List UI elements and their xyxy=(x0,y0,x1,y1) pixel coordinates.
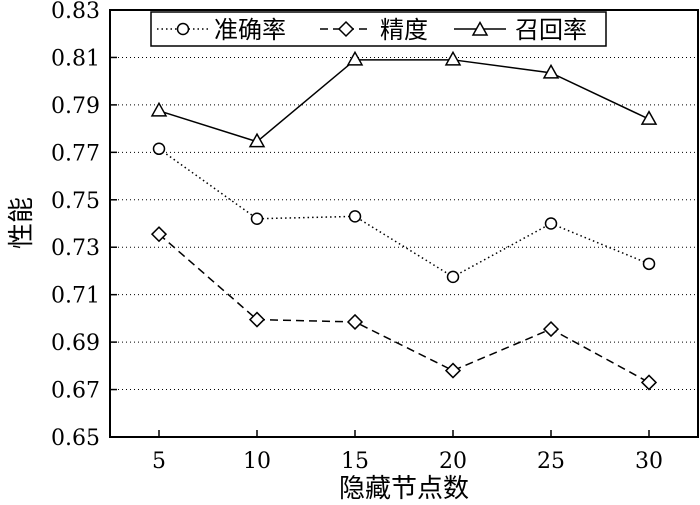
legend-item-precision: 精度 xyxy=(320,16,428,44)
data-point-triangle xyxy=(444,50,462,66)
y-tick-label: 0.77 xyxy=(51,141,100,166)
data-point-diamond xyxy=(640,374,658,391)
data-point-triangle xyxy=(346,50,364,66)
y-axis-label: 性能 xyxy=(7,197,37,249)
data-point-triangle xyxy=(150,101,168,117)
data-point-diamond xyxy=(444,362,462,379)
x-tick-label: 20 xyxy=(439,449,467,474)
y-tick-label: 0.65 xyxy=(51,426,100,451)
grid-lines xyxy=(110,56,698,391)
plot-area xyxy=(109,9,699,438)
data-point-circle xyxy=(250,212,264,226)
diamond-marker xyxy=(337,20,355,38)
data-point-diamond xyxy=(248,311,266,328)
y-tick-label: 0.83 xyxy=(51,0,100,24)
y-tick-label: 0.67 xyxy=(51,379,100,404)
x-tick-label: 30 xyxy=(635,449,663,474)
data-point-circle xyxy=(642,257,656,271)
y-tick-label: 0.75 xyxy=(51,189,100,214)
data-point-triangle xyxy=(640,110,658,125)
legend-label-precision: 精度 xyxy=(380,16,428,44)
y-tick-label: 0.79 xyxy=(51,94,100,119)
y-tick-label: 0.73 xyxy=(51,236,100,261)
legend: 准确率 精度 召回率 xyxy=(150,11,607,47)
series-line-1 xyxy=(158,148,650,278)
series-line-3 xyxy=(158,59,650,143)
legend-box xyxy=(150,11,607,47)
data-point-diamond xyxy=(346,313,364,331)
circle-marker xyxy=(176,22,190,36)
triangle-marker xyxy=(471,20,489,36)
x-tick-label: 15 xyxy=(341,449,369,474)
x-tick-label: 5 xyxy=(152,449,166,474)
legend-label-recall: 召回率 xyxy=(515,16,587,44)
x-axis-label: 隐藏节点数 xyxy=(339,474,469,504)
data-point-triangle xyxy=(542,63,560,79)
data-point-circle xyxy=(544,217,558,230)
y-tick-label: 0.71 xyxy=(51,284,100,309)
x-axis-ticks: 5 10 15 20 25 30 xyxy=(152,430,663,474)
legend-label-accuracy: 准确率 xyxy=(214,16,286,44)
data-point-circle xyxy=(152,142,166,156)
data-point-diamond xyxy=(150,226,168,243)
data-point-triangle xyxy=(248,132,266,148)
series-line-2 xyxy=(158,233,650,384)
y-axis-ticks: 0.65 0.67 0.69 0.71 0.73 0.75 0.77 0.79 0.81 0.83 xyxy=(51,0,117,451)
y-tick-label: 0.69 xyxy=(51,331,100,356)
series-group xyxy=(150,50,658,391)
data-point-diamond xyxy=(542,321,560,338)
legend-item-accuracy: 准确率 xyxy=(157,16,286,44)
x-tick-label: 25 xyxy=(537,449,565,474)
y-tick-label: 0.81 xyxy=(51,46,100,71)
data-point-circle xyxy=(348,210,362,223)
x-tick-label: 10 xyxy=(243,449,271,474)
data-point-circle xyxy=(446,270,460,284)
legend-item-recall: 召回率 xyxy=(454,16,587,44)
